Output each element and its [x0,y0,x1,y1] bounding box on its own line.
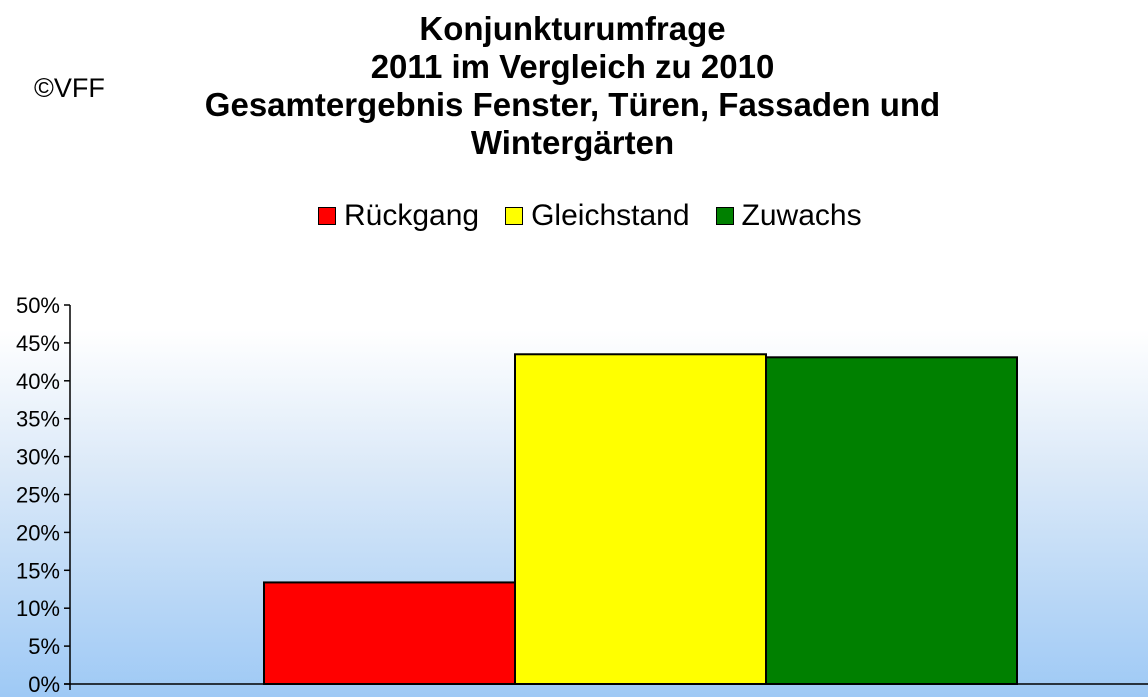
copyright-label: ©VFF [34,73,105,103]
legend-swatch-gleichstand [505,207,524,225]
y-tick-label: 35% [16,407,60,432]
bar-gleichstand [514,353,767,685]
legend-item-zuwachs: Zuwachs [715,199,862,233]
y-tick-label: 20% [16,520,60,545]
chart-title-line-3: Gesamtergebnis Fenster, Türen, Fassaden … [204,86,941,123]
chart-title-line-2: 2011 im Vergleich zu 2010 [370,48,775,85]
y-tick-label: 0% [28,672,60,697]
y-tick-label: 50% [16,293,60,318]
legend-swatch-rueckgang [318,207,336,225]
legend-item-gleichstand: Gleichstand [505,199,690,233]
legend-label-rueckgang: Rückgang [344,199,480,232]
y-tick-label: 5% [28,634,60,659]
chart-title: Konjunkturumfrage 2011 im Vergleich zu 2… [140,10,1005,162]
y-tick-label: 30% [16,445,60,470]
legend-item-rueckgang: Rückgang [318,199,479,233]
y-tick-label: 45% [16,331,60,356]
legend-label-gleichstand: Gleichstand [531,199,690,232]
legend-swatch-zuwachs [715,207,734,225]
y-tick-label: 25% [16,483,60,508]
y-tick-label: 40% [16,369,60,394]
bar-rueckgang [263,581,516,685]
bar-zuwachs [765,356,1018,685]
y-tick-label: 10% [16,596,60,621]
chart-title-line-4: Wintergärten [470,124,675,161]
chart-legend: Rückgang Gleichstand Zuwachs [318,196,888,236]
y-tick-label: 15% [16,558,60,583]
chart-title-line-1: Konjunkturumfrage [419,10,726,47]
legend-label-zuwachs: Zuwachs [741,199,862,232]
